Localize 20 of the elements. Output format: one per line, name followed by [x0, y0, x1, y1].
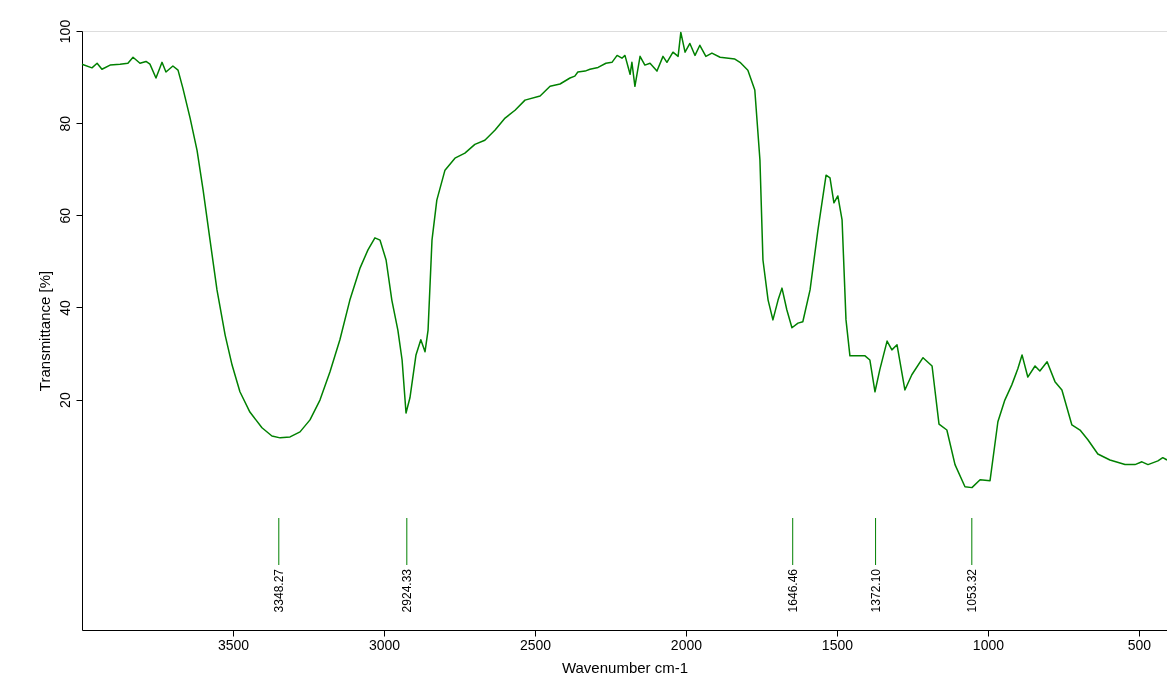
- annotation: 1372.10: [868, 568, 883, 613]
- x-tick-label: 2000: [670, 636, 703, 653]
- x-tick-label: 3000: [368, 636, 401, 653]
- x-axis-title: Wavenumber cm-1: [561, 658, 689, 676]
- x-tick-label: 1500: [821, 636, 854, 653]
- annotation: 1646.46: [785, 568, 800, 613]
- x-tick-label: 500: [1127, 636, 1152, 653]
- y-tick-label: 80: [56, 115, 73, 132]
- annotation: 2924.33: [399, 568, 414, 613]
- y-axis-title: Transmittance [%]: [35, 270, 53, 392]
- y-tick-label: 40: [56, 299, 73, 316]
- y-tick-label: 60: [56, 207, 73, 224]
- x-tick-label: 2500: [519, 636, 552, 653]
- y-tick-label: 20: [56, 392, 73, 408]
- annotation: 1053.32: [964, 568, 979, 613]
- y-tick-label: 100: [56, 19, 73, 44]
- x-tick-label: 3500: [217, 636, 250, 653]
- x-tick-label: 1000: [972, 636, 1005, 653]
- annotation: 3348.27: [271, 568, 286, 613]
- line-series: [81, 31, 1167, 489]
